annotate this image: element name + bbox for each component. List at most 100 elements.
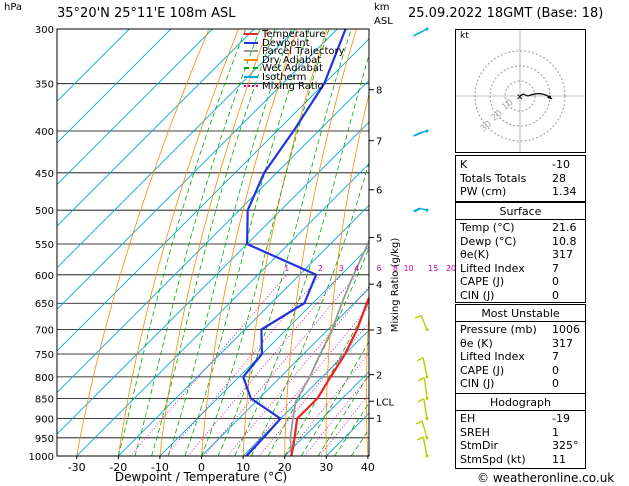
wind-barb [418, 377, 429, 400]
wind-barb [416, 436, 429, 458]
legend-label: Wet Adiabat [262, 63, 323, 75]
most-unstable-panel: Most Unstable Pressure (mb) 1006 θe (K) 317 L… [455, 304, 586, 394]
legend-item: Isotherm [244, 72, 345, 83]
stat-label: Lifted Index [460, 350, 525, 363]
stat-value: 0 [552, 275, 559, 288]
legend-swatch [244, 41, 258, 44]
stat-label: CIN (J) [460, 288, 495, 302]
stat-row: θe (K) 317 [460, 337, 581, 352]
stat-value: -10 [552, 158, 570, 171]
isotherm-line [57, 121, 369, 435]
wind-barb [414, 314, 429, 332]
temperature-tick-label: 0 [198, 461, 205, 474]
temperature-tick-label: -10 [151, 461, 169, 474]
pressure-tick-label: 900 [35, 415, 54, 426]
stat-row: StmDir 325° [460, 439, 581, 454]
location-title: 35°20'N 25°11'E 108m ASL [57, 6, 236, 21]
x-axis-label: Dewpoint / Temperature (°C) [115, 470, 287, 484]
dry-adiabat-line [242, 29, 328, 456]
wind-barb [417, 398, 429, 421]
wet-adiabat-line [167, 29, 292, 456]
stat-value: 1 [552, 425, 559, 439]
legend-swatch [244, 50, 258, 53]
stat-row: Temp (°C) 21.6 [460, 221, 581, 236]
mixing-ratio-label: 1 [284, 264, 289, 273]
stat-row: CIN (J) 0 [460, 377, 581, 392]
pressure-tick-label: 450 [35, 169, 54, 180]
dry-adiabat-line [284, 29, 357, 456]
pressure-tick-label: 950 [35, 434, 54, 445]
km-tick-label: 4 [376, 280, 382, 291]
asl-unit-label: ASL [374, 16, 393, 27]
isotherm-line [57, 29, 297, 269]
section-divider [456, 410, 585, 411]
mixing-ratio-label: 4 [354, 264, 359, 273]
legend-swatch [244, 84, 258, 87]
stat-row: Lifted Index 7 [460, 350, 581, 365]
dry-adiabat-line [159, 29, 269, 456]
temperature-tick-label: 40 [361, 461, 375, 474]
dry-adiabat-line [76, 29, 210, 456]
mixing-ratio-label: 3 [339, 264, 344, 273]
stat-label: θe (K) [460, 336, 493, 350]
pressure-tick-label: 750 [35, 350, 54, 361]
stat-label: Pressure (mb) [460, 323, 537, 336]
stat-value: 10.8 [552, 234, 577, 248]
stat-row: EH -19 [460, 412, 581, 427]
isotherm-line [242, 329, 369, 456]
stat-label: CAPE (J) [460, 275, 505, 288]
isotherm-line [76, 163, 369, 456]
isotherm-line [57, 29, 172, 144]
wet-adiabat-line [251, 160, 369, 456]
pressure-tick-label: 650 [35, 299, 54, 310]
hodograph-table-panel: Hodograph EH -19 SREH 1 StmDir 325° StmSpd (kt)… [455, 393, 586, 469]
dry-adiabat-line [405, 29, 445, 456]
hodograph-ring-label: 10 [500, 98, 515, 113]
mixing-ratio-line [227, 286, 369, 456]
credit-text: © weatheronline.co.uk [477, 471, 615, 485]
wet-adiabat-line [300, 340, 369, 456]
temperature-tick-label: 10 [236, 461, 250, 474]
legend-label: Dewpoint [262, 37, 310, 49]
temperature-tick-label: -30 [68, 461, 86, 474]
pressure-unit-label: hPa [4, 2, 23, 13]
wet-adiabat-line [234, 53, 369, 456]
stat-row: SREH 1 [460, 426, 581, 441]
pressure-tick-label: 1000 [29, 452, 54, 463]
stat-value: 28 [552, 171, 566, 185]
dewpoint-profile [242, 29, 347, 456]
stat-value: 11 [552, 452, 566, 466]
stat-value: 21.6 [552, 221, 577, 234]
pressure-tick-label: 500 [35, 206, 54, 217]
section-title: Hodograph [490, 396, 551, 409]
wet-adiabat-line [151, 29, 276, 456]
mixing-ratio-label: 6 [376, 264, 381, 273]
plot-area [57, 29, 445, 456]
pressure-tick-label: 350 [35, 80, 54, 91]
stat-row: Totals Totals 28 [460, 172, 581, 187]
pressure-tick-label: 550 [35, 240, 54, 251]
mixing-ratio-label: 15 [428, 264, 438, 273]
km-tick-label: 5 [376, 233, 382, 244]
stat-row: θe(K) 317 [460, 248, 581, 263]
km-tick-label: LCL [376, 397, 395, 408]
mixing-ratio-label: 10 [403, 264, 413, 273]
stat-row: PW (cm) 1.34 [460, 185, 581, 200]
wet-adiabat-line [317, 373, 369, 456]
wet-adiabat-line [134, 29, 261, 456]
legend-label: Mixing Ratio [262, 80, 324, 92]
section-title: Surface [499, 205, 542, 218]
mixing-ratio-label: 8 [393, 264, 398, 273]
section-divider [456, 321, 585, 322]
hodograph-unit-label: kt [460, 31, 469, 41]
stat-label: EH [460, 412, 476, 425]
stat-value: 1.34 [552, 185, 577, 198]
stat-value: 7 [552, 261, 559, 275]
datetime-title: 25.09.2022 18GMT (Base: 18) [408, 6, 604, 21]
wind-barb [416, 357, 429, 379]
legend-swatch [244, 58, 258, 61]
stat-label: θe(K) [460, 248, 490, 261]
stat-value: 0 [552, 363, 559, 377]
stat-label: K [460, 158, 468, 171]
km-unit-label: km [374, 2, 390, 13]
